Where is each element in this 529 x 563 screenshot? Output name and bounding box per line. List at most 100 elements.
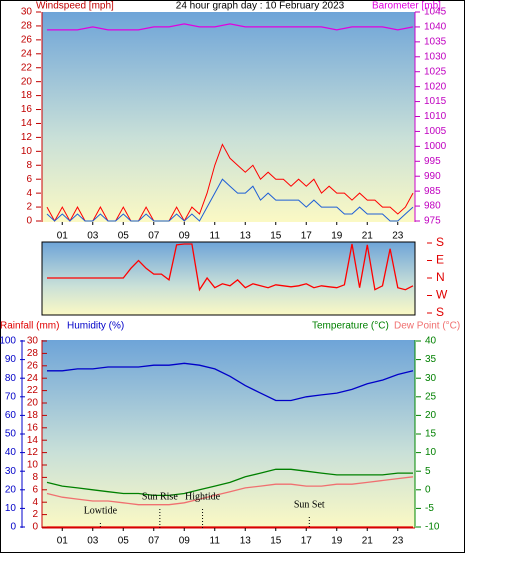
y-tick-label: E — [436, 253, 444, 267]
annotation: Hightide — [185, 491, 221, 502]
y2-tick-label: 990 — [424, 171, 441, 182]
y2-tick-label: 0 — [425, 484, 431, 495]
x-tick-label: 03 — [87, 536, 99, 547]
y3-tick-label: 10 — [5, 503, 17, 514]
y-tick-label: 22 — [21, 62, 33, 73]
y-tick-label: 26 — [21, 35, 33, 46]
y3-tick-label: 70 — [5, 391, 17, 402]
x-tick-label: 09 — [179, 536, 191, 547]
y-tick-label: 28 — [27, 348, 39, 359]
y-tick-label: 8 — [32, 472, 38, 483]
y2-tick-label: 1030 — [424, 51, 447, 62]
y-tick-label: 30 — [21, 7, 33, 18]
y-tick-label: 22 — [27, 385, 39, 396]
y-tick-label: 8 — [26, 160, 32, 171]
y2-tick-label: 5 — [425, 466, 431, 477]
y2-tick-label: 985 — [424, 186, 441, 197]
y2-tick-label: -5 — [425, 503, 434, 514]
y-tick-label: 10 — [21, 146, 33, 157]
x-tick-label: 19 — [331, 536, 343, 547]
y-tick-label: 2 — [32, 509, 38, 520]
y2-tick-label: 30 — [425, 373, 437, 384]
y3-tick-label: 0 — [10, 522, 16, 533]
y2-tick-label: 1010 — [424, 111, 447, 122]
x-tick-label: 21 — [362, 536, 374, 547]
x-tick-label: 17 — [301, 231, 313, 242]
y-tick-label: 10 — [27, 460, 39, 471]
x-tick-label: 21 — [362, 231, 374, 242]
series-line — [46, 178, 414, 222]
y-tick-label: 6 — [26, 174, 32, 185]
y2-tick-label: 1025 — [424, 66, 447, 77]
wind-plot — [42, 12, 415, 222]
x-tick-label: 23 — [392, 536, 404, 547]
y3-tick-label: 100 — [0, 336, 16, 347]
legend-rain: Rainfall (mm) — [0, 321, 59, 332]
series-line — [47, 362, 414, 402]
y2-tick-label: 25 — [425, 391, 437, 402]
y2-tick-label: 35 — [425, 354, 437, 365]
y-tick-label: W — [436, 288, 448, 302]
y2-label: Barometer [mb] — [372, 1, 441, 12]
x-tick-label: 23 — [392, 231, 404, 242]
y2-tick-label: 1040 — [424, 22, 447, 33]
y2-tick-label: 1045 — [424, 7, 447, 18]
y-tick-label: 26 — [27, 360, 39, 371]
x-tick-label: 07 — [148, 231, 160, 242]
y-tick-label: 4 — [26, 188, 32, 199]
y2-tick-label: 20 — [425, 410, 437, 421]
y2-tick-label: 1020 — [424, 81, 447, 92]
x-tick-label: 07 — [148, 536, 160, 547]
x-tick-label: 03 — [87, 231, 99, 242]
y2-tick-label: 15 — [425, 429, 437, 440]
y2-tick-label: 1035 — [424, 36, 447, 47]
y2-tick-label: 975 — [424, 216, 441, 227]
series-line — [47, 23, 414, 31]
y3-tick-label: 40 — [5, 447, 17, 458]
y2-tick-label: 995 — [424, 156, 441, 167]
climate-plot — [42, 340, 415, 528]
y-label: Windspeed [mph] — [36, 1, 114, 12]
x-tick-label: 11 — [210, 536, 221, 547]
annotation: Lowtide — [84, 505, 118, 516]
y2-tick-label: 1000 — [424, 141, 447, 152]
x-tick-label: 11 — [210, 231, 221, 242]
y-tick-label: 0 — [32, 522, 38, 533]
y-tick-label: 14 — [21, 118, 33, 129]
x-tick-label: 09 — [179, 231, 191, 242]
y-tick-label: S — [436, 305, 444, 319]
x-tick-label: 01 — [57, 231, 69, 242]
x-tick-label: 19 — [331, 231, 343, 242]
y-tick-label: 18 — [21, 90, 33, 101]
y3-tick-label: 20 — [5, 484, 17, 495]
y-tick-label: 6 — [32, 484, 38, 495]
y-tick-label: 12 — [21, 132, 33, 143]
y-tick-label: 24 — [21, 48, 33, 59]
series-line — [46, 468, 413, 497]
y-tick-label: 12 — [27, 447, 39, 458]
y3-tick-label: 80 — [5, 373, 17, 384]
y-tick-label: 16 — [27, 422, 39, 433]
y2-tick-label: 40 — [425, 336, 437, 347]
chart-title: 24 hour graph day : 10 February 2023 — [176, 1, 345, 12]
x-tick-label: 13 — [240, 231, 252, 242]
y-tick-label: N — [436, 270, 445, 284]
x-tick-label: 15 — [270, 231, 282, 242]
y2-tick-label: 1005 — [424, 126, 447, 137]
x-tick-label: 05 — [118, 536, 130, 547]
y-tick-label: S — [436, 235, 444, 249]
y-tick-label: 18 — [27, 410, 39, 421]
y3-tick-label: 50 — [5, 429, 17, 440]
y3-tick-label: 30 — [5, 466, 17, 477]
x-tick-label: 13 — [240, 536, 252, 547]
x-tick-label: 15 — [270, 536, 282, 547]
y-tick-label: 0 — [26, 216, 32, 227]
legend-humidity: Humidity (%) — [67, 321, 124, 332]
y3-tick-label: 90 — [5, 354, 17, 365]
y2-tick-label: 980 — [424, 201, 441, 212]
series-line — [46, 476, 414, 506]
y-tick-label: 30 — [27, 336, 39, 347]
x-tick-label: 01 — [57, 536, 69, 547]
annotation: Sun Set — [294, 499, 325, 510]
